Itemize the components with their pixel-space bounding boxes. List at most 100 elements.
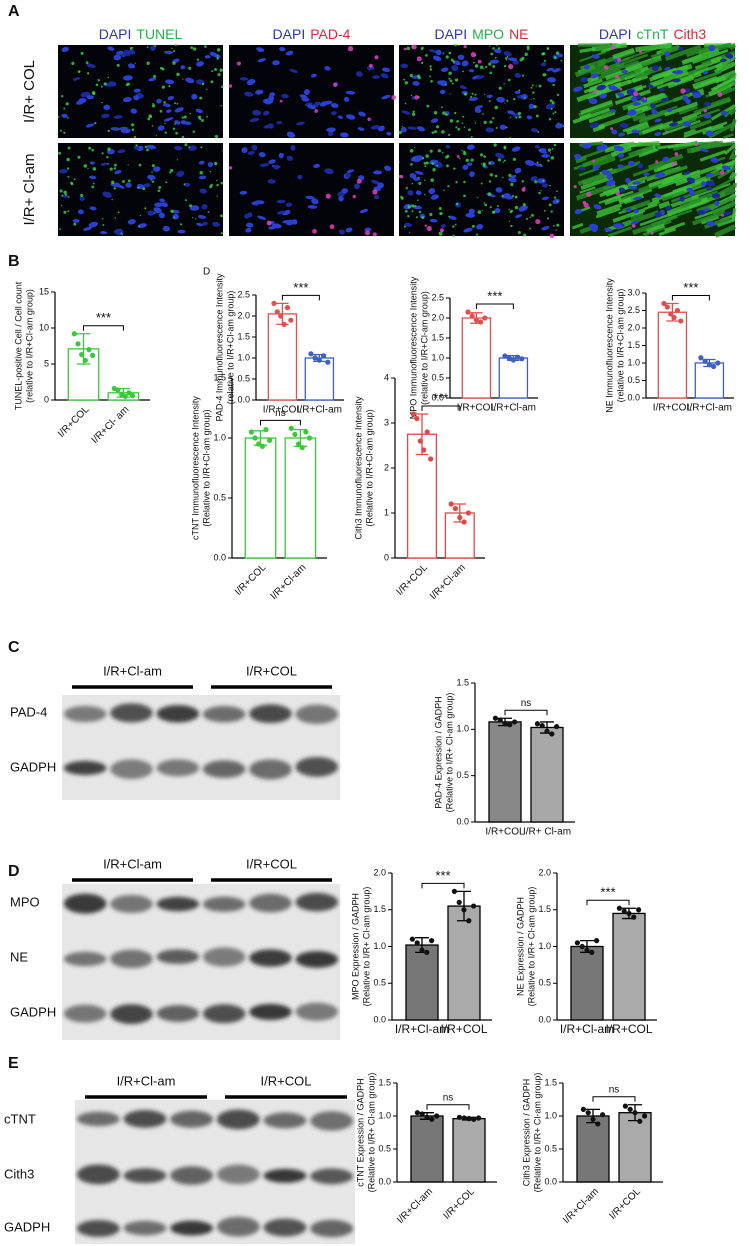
blot-band: [202, 706, 246, 723]
green-signal: [214, 68, 217, 71]
green-signal: [457, 127, 461, 131]
green-signal: [448, 51, 452, 55]
data-point: [303, 429, 309, 435]
blot-band: [123, 1110, 167, 1128]
green-fiber: [630, 211, 644, 220]
data-point: [626, 910, 632, 917]
nucleus: [346, 169, 354, 174]
y-tick-label: 1.5: [456, 677, 469, 687]
green-signal: [430, 79, 433, 83]
green-fiber: [586, 174, 604, 184]
nucleus: [159, 198, 165, 203]
green-signal: [171, 47, 173, 49]
y-tick-label: 3: [384, 417, 389, 427]
blot-row-label: MPO: [10, 894, 40, 909]
green-fiber: [714, 224, 737, 238]
green-signal: [216, 48, 221, 52]
nucleus: [281, 94, 289, 99]
data-point: [417, 438, 423, 444]
blot-band: [216, 1109, 260, 1130]
nucleus: [627, 185, 638, 190]
data-point: [519, 356, 525, 362]
nucleus: [611, 129, 618, 135]
bar: [657, 311, 688, 399]
nucleus: [286, 131, 296, 138]
nucleus: [540, 62, 547, 67]
nucleus: [537, 178, 546, 184]
green-signal: [73, 178, 76, 181]
nucleus: [267, 123, 274, 129]
micrograph: [228, 143, 394, 237]
green-fiber: [657, 141, 696, 150]
green-signal: [97, 78, 101, 82]
green-signal: [510, 182, 514, 187]
nucleus: [703, 113, 712, 119]
blot-band: [263, 1218, 307, 1237]
nucleus: [621, 70, 628, 74]
nucleus: [495, 152, 505, 159]
nucleus: [465, 212, 476, 218]
header-word: MPO: [472, 26, 504, 42]
nucleus: [370, 179, 380, 185]
green-fiber: [576, 87, 607, 103]
bar: [498, 357, 529, 399]
green-signal: [211, 70, 214, 73]
y-tick-label: 2.5: [627, 305, 640, 315]
bar: [284, 437, 317, 559]
green-signal: [541, 52, 545, 56]
green-signal: [488, 62, 492, 66]
green-signal: [530, 86, 533, 89]
nucleus: [703, 70, 709, 75]
y-tick-label: 1.0: [544, 1110, 557, 1120]
green-signal: [506, 99, 509, 102]
green-fiber: [692, 210, 726, 226]
green-signal: [454, 223, 457, 226]
nucleus: [177, 229, 186, 234]
green-signal: [421, 61, 424, 65]
nucleus: [72, 77, 81, 81]
red-signal: [374, 55, 379, 60]
bar-chart: 0.0 0.5 1.0 1.5 PAD-4 Expression / GADPH (Rel…: [433, 677, 575, 838]
nucleus: [655, 172, 665, 178]
significance-label: ns: [443, 1092, 454, 1103]
blot-band: [170, 1110, 214, 1128]
green-signal: [555, 229, 557, 231]
green-signal: [403, 78, 406, 81]
nucleus: [651, 65, 659, 72]
nucleus: [476, 224, 484, 230]
green-signal: [512, 157, 516, 161]
nucleus: [113, 115, 123, 119]
image-header: DAPI PAD-4: [273, 26, 351, 42]
nucleus: [546, 67, 554, 72]
blot-band: [63, 951, 107, 967]
green-signal: [179, 223, 183, 226]
nucleus: [257, 200, 265, 205]
nucleus: [330, 103, 339, 108]
bar: [405, 944, 439, 1021]
green-signal: [454, 78, 459, 82]
green-fiber: [649, 70, 689, 88]
nucleus: [303, 89, 310, 95]
green-signal: [518, 115, 522, 119]
header-word: TUNEL: [136, 26, 182, 42]
green-signal: [556, 223, 560, 227]
blot-band: [202, 1004, 246, 1024]
y-tick-label: 0.5: [378, 1143, 391, 1153]
green-signal: [497, 205, 499, 207]
nucleus: [503, 51, 512, 57]
green-signal: [63, 190, 67, 195]
bar: [488, 721, 522, 823]
green-signal: [489, 45, 491, 47]
data-point: [511, 719, 518, 725]
green-signal: [415, 216, 418, 219]
y-tick-label: 0.0: [237, 394, 250, 404]
blot-row-label: GADPH: [10, 759, 56, 774]
data-point: [320, 353, 327, 359]
nucleus: [469, 171, 475, 178]
green-fiber: [622, 121, 649, 133]
nucleus: [165, 109, 172, 113]
nucleus: [103, 104, 111, 111]
green-signal: [547, 148, 552, 152]
green-signal: [446, 164, 449, 168]
green-signal: [154, 45, 157, 47]
